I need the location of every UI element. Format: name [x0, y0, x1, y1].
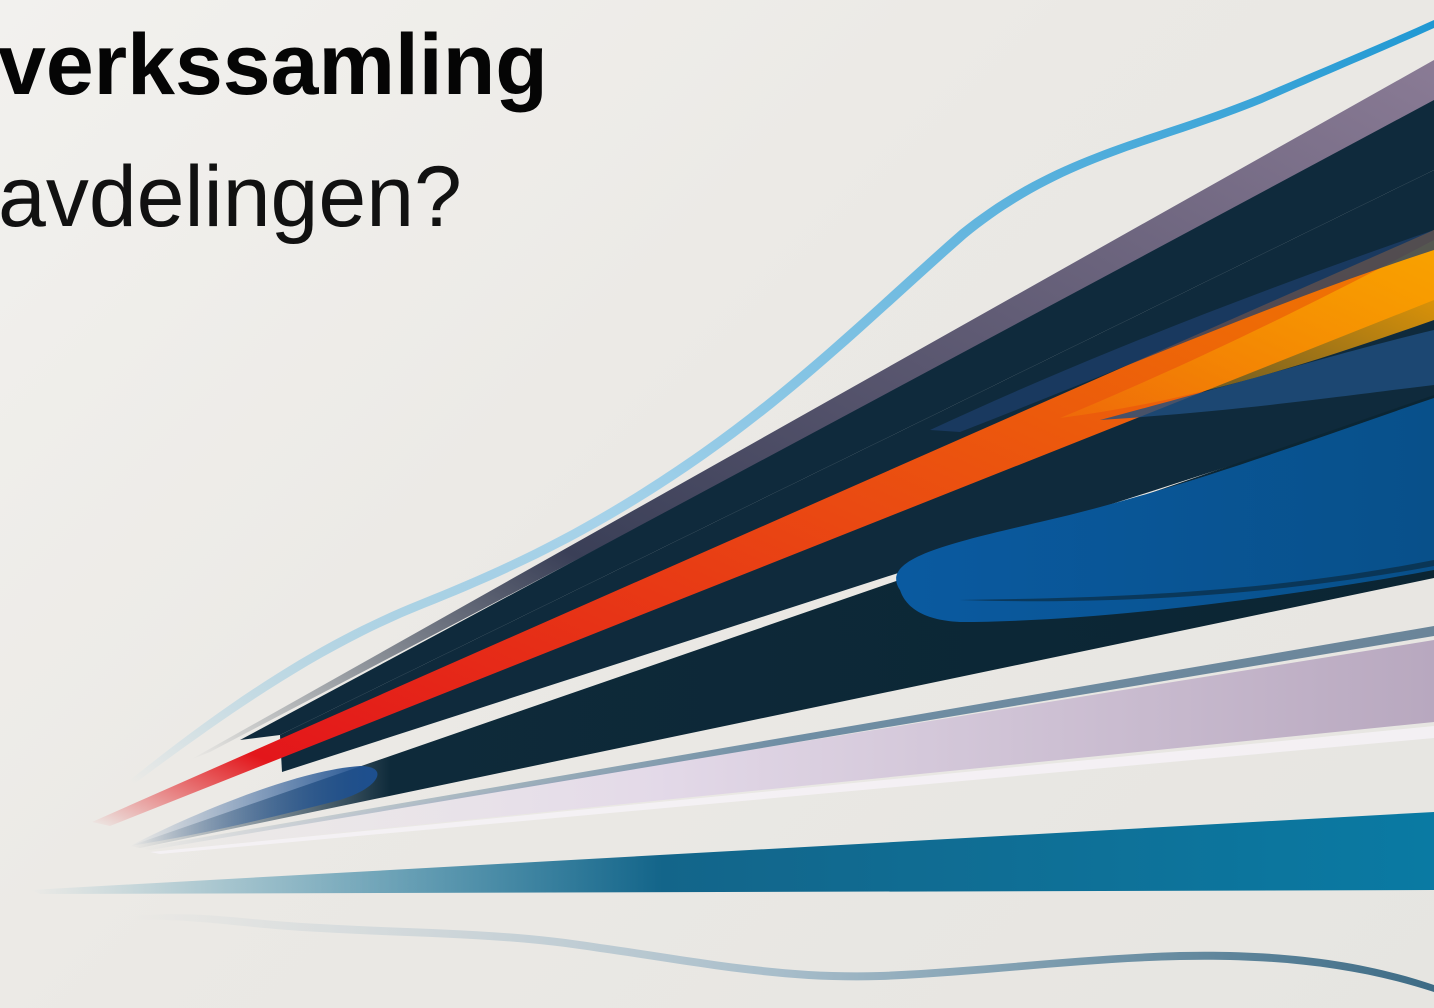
bottom-wave-line: [130, 914, 1434, 992]
mauve-stripe: [190, 60, 1434, 760]
blue-blade-upper: [930, 230, 1434, 432]
slide-title-line-1: verkssamling: [0, 17, 548, 113]
blue-blade: [896, 398, 1434, 622]
blue-tip: [130, 766, 378, 846]
navy-stripe-upper: [240, 100, 1434, 740]
lilac-band: [140, 640, 1434, 852]
slide-title-line-2: avdelingen?: [0, 149, 462, 245]
teal-stripe: [30, 812, 1434, 894]
orange-blade: [1060, 240, 1434, 418]
lilac-line: [140, 626, 1434, 850]
blue-blade-shine: [960, 560, 1434, 602]
red-orange-stripe: [92, 230, 1434, 826]
sky-line-stripe: [130, 20, 1434, 784]
white-line: [150, 726, 1434, 854]
blue-blade-right: [1100, 330, 1434, 420]
